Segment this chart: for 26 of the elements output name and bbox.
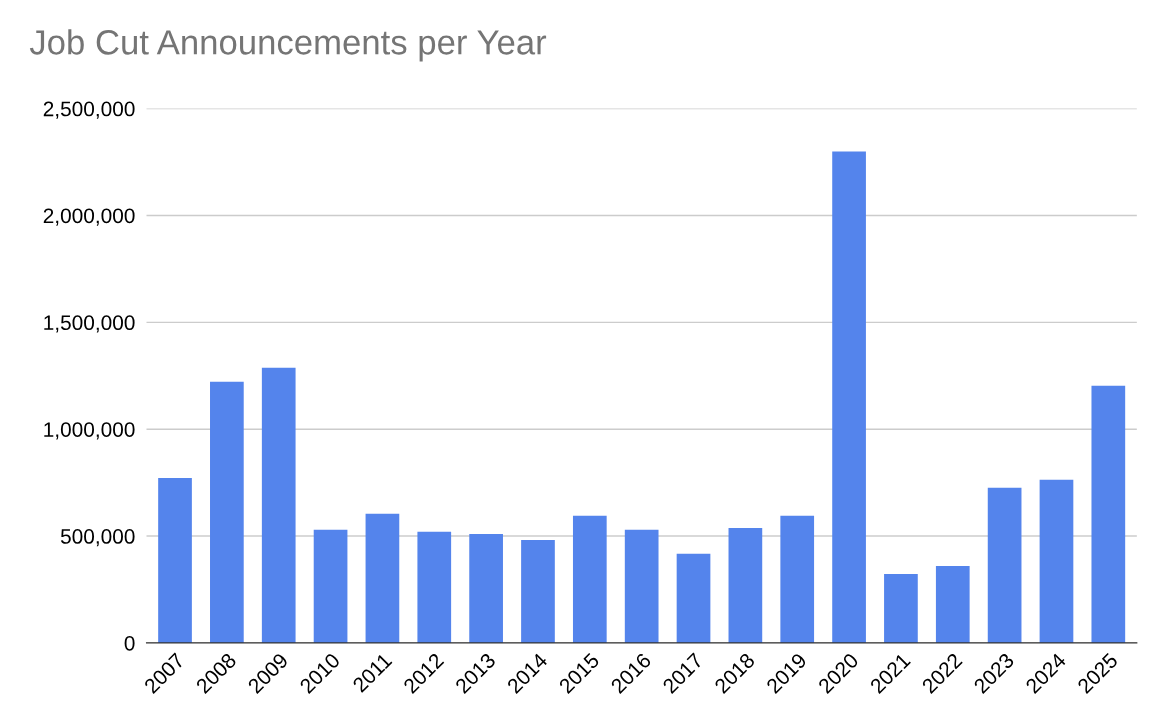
y-tick-label: 0 — [124, 635, 135, 651]
bar — [1091, 385, 1126, 643]
bar — [469, 533, 503, 643]
bar — [417, 531, 452, 643]
bar — [935, 565, 970, 643]
bar — [780, 515, 815, 643]
bar — [728, 527, 763, 643]
bar — [676, 553, 711, 643]
bar — [1039, 479, 1074, 643]
y-tick-label: 1,000,000 — [44, 422, 135, 440]
bar — [572, 515, 607, 643]
bar — [521, 539, 555, 643]
bar — [158, 477, 192, 643]
y-tick-label: 1,500,000 — [44, 315, 135, 333]
y-tick-label: 2,500,000 — [43, 101, 135, 119]
bar — [365, 513, 400, 643]
y-tick-label: 2,000,000 — [43, 208, 135, 226]
bar — [832, 151, 866, 643]
bar — [313, 529, 348, 643]
chart-title: Job Cut Announcements per Year — [29, 29, 547, 62]
bar — [987, 487, 1022, 643]
bar — [261, 367, 296, 643]
y-tick-label: 500,000 — [60, 529, 135, 547]
bar — [884, 573, 918, 643]
bar — [210, 381, 244, 643]
bar — [624, 529, 659, 643]
